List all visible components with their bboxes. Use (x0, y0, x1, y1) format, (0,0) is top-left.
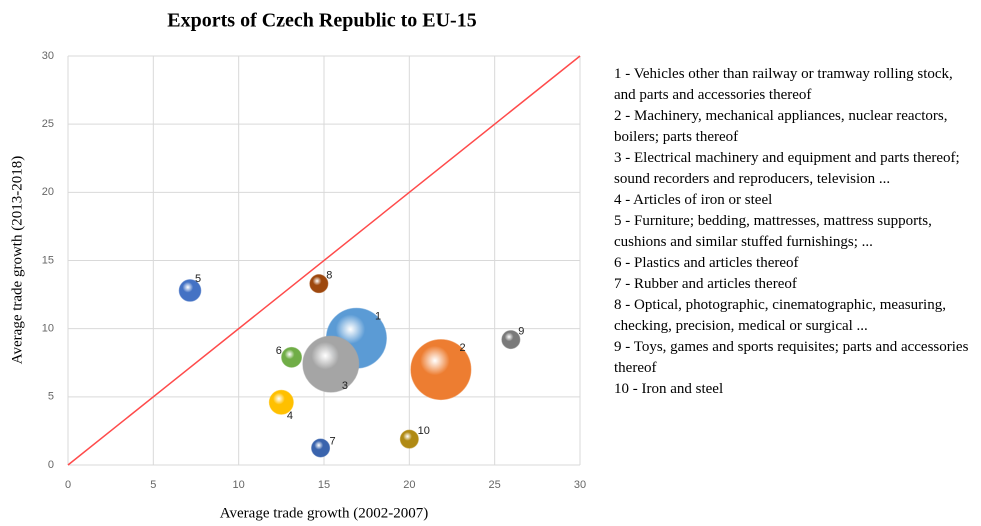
diagonal-line (67, 55, 581, 466)
y-tick-label: 0 (48, 459, 54, 471)
bubble (309, 274, 329, 294)
bubble-label: 4 (287, 410, 293, 422)
y-tick-label: 25 (42, 118, 54, 130)
x-tick-label: 10 (233, 479, 245, 491)
bubble-label: 10 (418, 425, 430, 437)
bubble-label: 6 (276, 345, 282, 357)
x-tick-label: 0 (65, 479, 71, 491)
note: 2 - Machinery, mechanical appliances, nu… (614, 108, 948, 145)
x-axis-label: Average trade growth (2002-2007) (220, 505, 428, 521)
x-tick-label: 5 (150, 479, 156, 491)
bubble (178, 279, 202, 302)
note: 8 - Optical, photographic, cinematograph… (614, 297, 946, 334)
y-axis-label: Average trade growth (2013-2018) (9, 156, 25, 364)
note: 9 - Toys, games and sports requisites; p… (614, 339, 969, 376)
bubble (268, 389, 294, 415)
y-tick-label: 10 (42, 323, 54, 335)
x-tick-label: 15 (318, 479, 330, 491)
bubble-label: 5 (195, 273, 201, 285)
note: 3 - Electrical machinery and equipment a… (614, 150, 960, 187)
legend-notes: 1 - Vehicles other than railway or tramw… (614, 64, 976, 400)
bubble-label: 1 (375, 311, 381, 323)
bubble (281, 346, 303, 368)
bubble (302, 335, 360, 393)
x-tick-label: 20 (403, 479, 415, 491)
note: 1 - Vehicles other than railway or tramw… (614, 66, 953, 103)
y-tick-label: 15 (42, 254, 54, 266)
bubble (399, 429, 419, 449)
note: 6 - Plastics and articles thereof (614, 255, 799, 271)
bubble-label: 3 (342, 380, 348, 392)
x-tick-label: 25 (489, 479, 501, 491)
note: 4 - Articles of iron or steel (614, 192, 773, 208)
chart-title: Exports of Czech Republic to EU-15 (167, 10, 476, 32)
y-tick-label: 20 (42, 186, 54, 198)
y-tick-label: 30 (42, 50, 54, 62)
bubble-label: 9 (518, 325, 524, 337)
note: 7 - Rubber and articles thereof (614, 276, 797, 292)
y-tick-label: 5 (48, 391, 54, 403)
bubble (410, 339, 472, 401)
chart: Exports of Czech Republic to EU-15 Avera… (9, 10, 586, 522)
note: 5 - Furniture; bedding, mattresses, matt… (614, 213, 932, 250)
bubble-label: 7 (330, 435, 336, 447)
bubble-label: 8 (326, 270, 332, 282)
bubble-label: 2 (459, 342, 465, 354)
bubble (311, 438, 331, 458)
note: 10 - Iron and steel (614, 381, 724, 397)
bubble (501, 330, 521, 350)
x-tick-label: 30 (574, 479, 586, 491)
